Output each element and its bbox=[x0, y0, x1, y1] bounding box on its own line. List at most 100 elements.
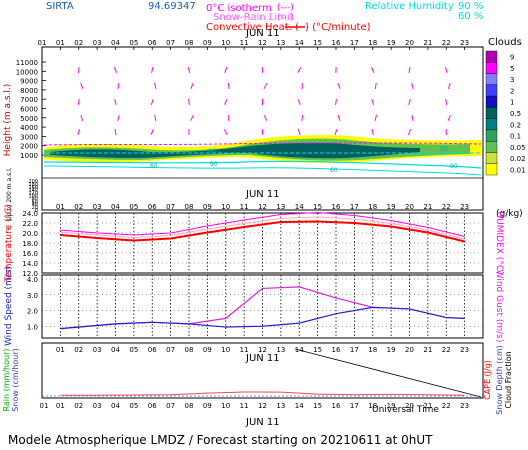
rh-legend: Relative Humidity bbox=[365, 1, 454, 12]
humidex-y-label: HUMIDEX (°C) bbox=[494, 211, 504, 274]
convective-legend: Convective Heat. ( bbox=[206, 22, 299, 33]
x-tick-label: 20 bbox=[405, 203, 414, 211]
x-tick-label: 08 bbox=[185, 203, 194, 211]
x-tick-label: 01 bbox=[40, 402, 49, 410]
colorbar-segment bbox=[485, 163, 498, 176]
x-tick-label: 14 bbox=[295, 203, 304, 211]
wind-arrow bbox=[80, 114, 84, 122]
x-tick-label: 12 bbox=[258, 346, 267, 354]
y-tick-label: 18.0 bbox=[22, 240, 38, 248]
rh-labels: 60 90 60 90 90 90 bbox=[150, 146, 458, 174]
x-tick-label: 21 bbox=[423, 402, 432, 410]
wind-arrow bbox=[408, 66, 411, 74]
wind-arrow bbox=[335, 98, 337, 106]
x-tick-label: 01 bbox=[56, 402, 65, 410]
y-tick-label: 3000 bbox=[20, 133, 38, 141]
x-tick-label: 20 bbox=[405, 402, 414, 410]
x-tick-label: 23 bbox=[460, 39, 469, 47]
x-tick-label: 15 bbox=[313, 203, 322, 211]
y-tick-label: 8000 bbox=[20, 87, 38, 95]
temperature-series-line bbox=[60, 216, 465, 240]
y-tick-label: 2000 bbox=[20, 143, 38, 151]
wind-arrow bbox=[77, 98, 80, 106]
y-tick-label: 12.0 bbox=[22, 270, 38, 278]
temperature-y-ticks: 24.0 22.0 20.0 18.0 16.0 14.0 12.0 bbox=[22, 210, 483, 278]
colorbar-segment bbox=[485, 152, 498, 164]
cloud-y-ticks: 1100010000900080007000600050004000300020… bbox=[16, 59, 46, 214]
date-label-mid: JUN 11 bbox=[245, 189, 280, 200]
y-tick-label-lower: 40 bbox=[32, 202, 38, 208]
x-tick-label: 11 bbox=[240, 346, 249, 354]
x-tick-label: 17 bbox=[350, 203, 359, 211]
x-tick-label: 20 bbox=[405, 39, 414, 47]
x-tick-label: 19 bbox=[387, 203, 396, 211]
colorbar-tick-label: 0.05 bbox=[510, 144, 526, 152]
x-tick-label: 06 bbox=[148, 402, 157, 410]
colorbar-segment bbox=[485, 73, 498, 86]
wind-arrow bbox=[223, 129, 228, 135]
y-tick-label: 1.0 bbox=[27, 323, 38, 331]
wind-arrow bbox=[190, 83, 194, 89]
wind-arrow bbox=[80, 83, 84, 89]
x-tick-label: 04 bbox=[111, 203, 120, 211]
x-tick-label: 19 bbox=[387, 346, 396, 354]
wind-arrow bbox=[445, 98, 448, 106]
x-tick-label: 18 bbox=[368, 203, 377, 211]
wind-arrow bbox=[154, 114, 157, 122]
y-tick-label-lower: 20 bbox=[32, 205, 38, 211]
x-tick-label: 18 bbox=[368, 402, 377, 410]
rh-contour-label: 90 bbox=[450, 163, 458, 170]
x-tick-label: 09 bbox=[203, 203, 212, 211]
colorbar-segment bbox=[485, 95, 498, 108]
x-tick-label: 08 bbox=[185, 39, 194, 47]
x-tick-label: 02 bbox=[74, 402, 83, 410]
wind-series bbox=[60, 286, 465, 330]
x-tick-label: 13 bbox=[276, 402, 285, 410]
x-tick-label: 10 bbox=[221, 402, 230, 410]
y-tick-label-lower: 180 bbox=[28, 182, 38, 188]
wind-arrow bbox=[190, 115, 194, 121]
y-tick-label: 4.0 bbox=[27, 276, 38, 284]
cloud-fraction-y-label: Cloud Fraction bbox=[504, 351, 513, 408]
colorbar-tick-label: 9 bbox=[510, 54, 514, 62]
x-tick-label: 01 bbox=[56, 203, 65, 211]
wind-arrow bbox=[301, 114, 304, 122]
colorbar-segment bbox=[485, 62, 498, 74]
precip-panel: 01 02 03 04 05 06 07 08 09 10 11 12 13 14 15 16 17 18 19 20… bbox=[2, 342, 513, 428]
x-tick-label: 16 bbox=[332, 402, 341, 410]
wind-arrow bbox=[261, 128, 264, 136]
x-tick-label: 20 bbox=[405, 346, 414, 354]
wind-arrow bbox=[77, 128, 81, 136]
temperature-series-line bbox=[60, 220, 465, 243]
x-tick-label: 01 bbox=[56, 346, 65, 354]
x-tick-label: 02 bbox=[74, 346, 83, 354]
precip-series bbox=[42, 391, 483, 397]
wind-arrow bbox=[447, 115, 451, 121]
wind-arrow bbox=[261, 66, 264, 74]
y-tick-label: 22.0 bbox=[22, 220, 38, 228]
x-tick-label: 17 bbox=[350, 39, 359, 47]
colorbar-title: Clouds bbox=[488, 37, 522, 48]
y-tick-label: 20.0 bbox=[22, 230, 38, 238]
wind-arrow bbox=[408, 98, 411, 106]
x-tick-label: 21 bbox=[423, 39, 432, 47]
y-tick-label: 3.0 bbox=[27, 292, 38, 300]
y-tick-label-lower: 100 bbox=[28, 194, 38, 200]
x-tick-label: 23 bbox=[460, 203, 469, 211]
rh-contour-label: 90 bbox=[440, 146, 448, 153]
header: SIRTA 94.69347 0°C isotherm (---) Snow-R… bbox=[46, 1, 483, 39]
colorbar-tick-label: 1 bbox=[510, 99, 514, 107]
x-tick-label: 11 bbox=[240, 402, 249, 410]
x-tick-label: 05 bbox=[129, 346, 138, 354]
wind-arrow bbox=[150, 98, 154, 106]
isotherm-line bbox=[43, 142, 482, 146]
x-tick-label: 07 bbox=[166, 346, 175, 354]
wind-arrow bbox=[263, 83, 268, 89]
y-tick-label: 11000 bbox=[16, 59, 38, 67]
wind-arrow bbox=[187, 66, 191, 74]
x-tick-label: 05 bbox=[129, 402, 138, 410]
x-tick-label: 03 bbox=[93, 346, 102, 354]
x-tick-label: 06 bbox=[148, 346, 157, 354]
x-tick-label: 07 bbox=[166, 203, 175, 211]
x-tick-label: 01 bbox=[38, 39, 47, 47]
